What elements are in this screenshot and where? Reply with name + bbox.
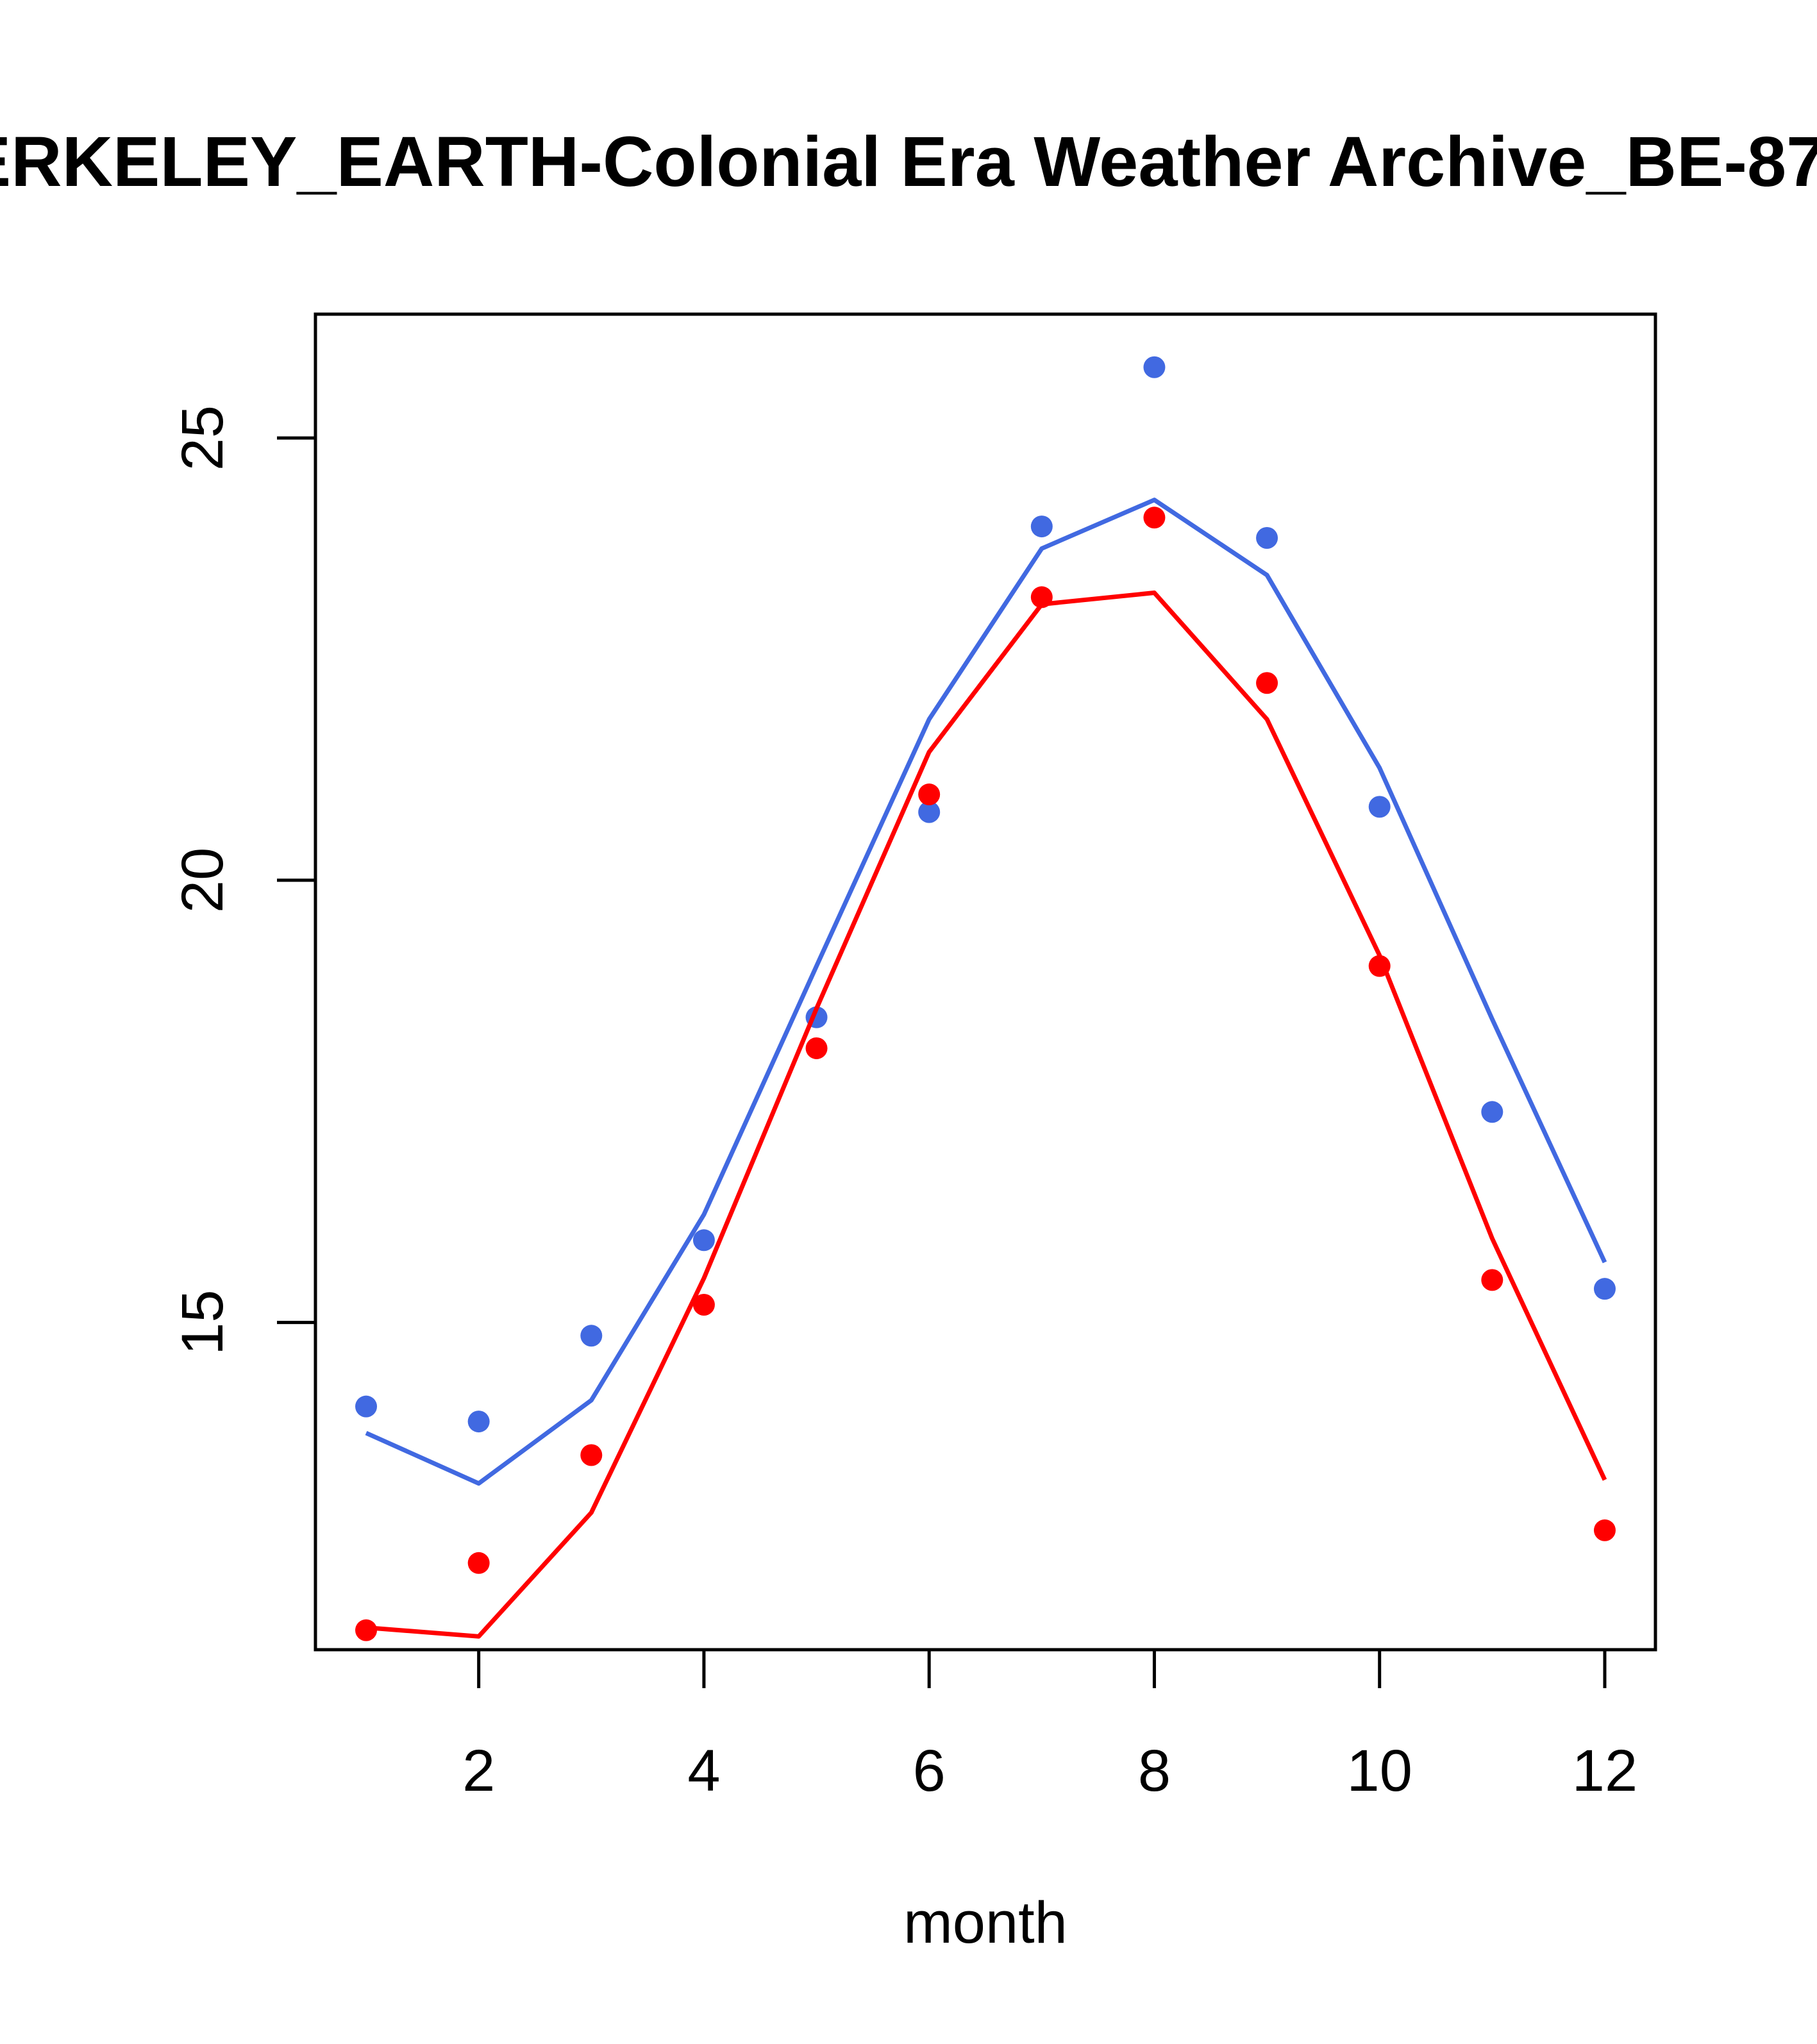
series-1-point-6 (918, 783, 941, 806)
series-layer (355, 356, 1616, 1641)
y-tick-label-15: 15 (170, 1289, 235, 1355)
x-axis-label: month (903, 1890, 1068, 1956)
series-1-point-1 (355, 1619, 378, 1641)
chart-title: BERKELEY_EARTH-Colonial Era Weather Arch… (0, 122, 1817, 201)
x-tick-label-6: 6 (913, 1738, 946, 1804)
series-1-point-7 (1030, 586, 1053, 608)
series-0-line (365, 498, 1607, 1486)
x-axis: 2 4 6 8 10 12 (462, 1650, 1637, 1804)
series-0-point-9 (1256, 527, 1278, 549)
series-0-point-11 (1481, 1101, 1503, 1123)
series-1-point-3 (580, 1444, 603, 1466)
y-tick-label-25: 25 (170, 405, 235, 471)
series-0-point-7 (1030, 515, 1053, 538)
series-1-point-5 (805, 1037, 828, 1059)
series-1-point-2 (467, 1552, 490, 1574)
x-tick-label-10: 10 (1347, 1738, 1412, 1804)
x-tick-label-2: 2 (462, 1738, 495, 1804)
series-0-point-4 (692, 1229, 715, 1252)
plot-frame (314, 312, 1657, 1652)
series-0-point-6 (918, 801, 941, 823)
x-tick-label-8: 8 (1138, 1738, 1171, 1804)
series-0-point-2 (467, 1411, 490, 1433)
series-0-point-10 (1368, 796, 1391, 818)
series-1-point-4 (692, 1294, 715, 1316)
series-1-line (365, 591, 1607, 1639)
series-1-point-12 (1593, 1519, 1616, 1541)
series-1-point-9 (1256, 672, 1278, 694)
series-1-point-11 (1481, 1269, 1503, 1291)
series-0-point-8 (1143, 356, 1166, 378)
series-1-point-10 (1368, 955, 1391, 977)
x-tick-label-4: 4 (687, 1738, 720, 1804)
series-0-point-3 (580, 1325, 603, 1347)
y-tick-label-20: 20 (170, 848, 235, 913)
y-axis: 15 20 25 (170, 405, 315, 1355)
series-0-point-12 (1593, 1278, 1616, 1300)
series-1-point-8 (1143, 507, 1166, 529)
x-tick-label-12: 12 (1572, 1738, 1637, 1804)
series-0-point-1 (355, 1395, 378, 1418)
